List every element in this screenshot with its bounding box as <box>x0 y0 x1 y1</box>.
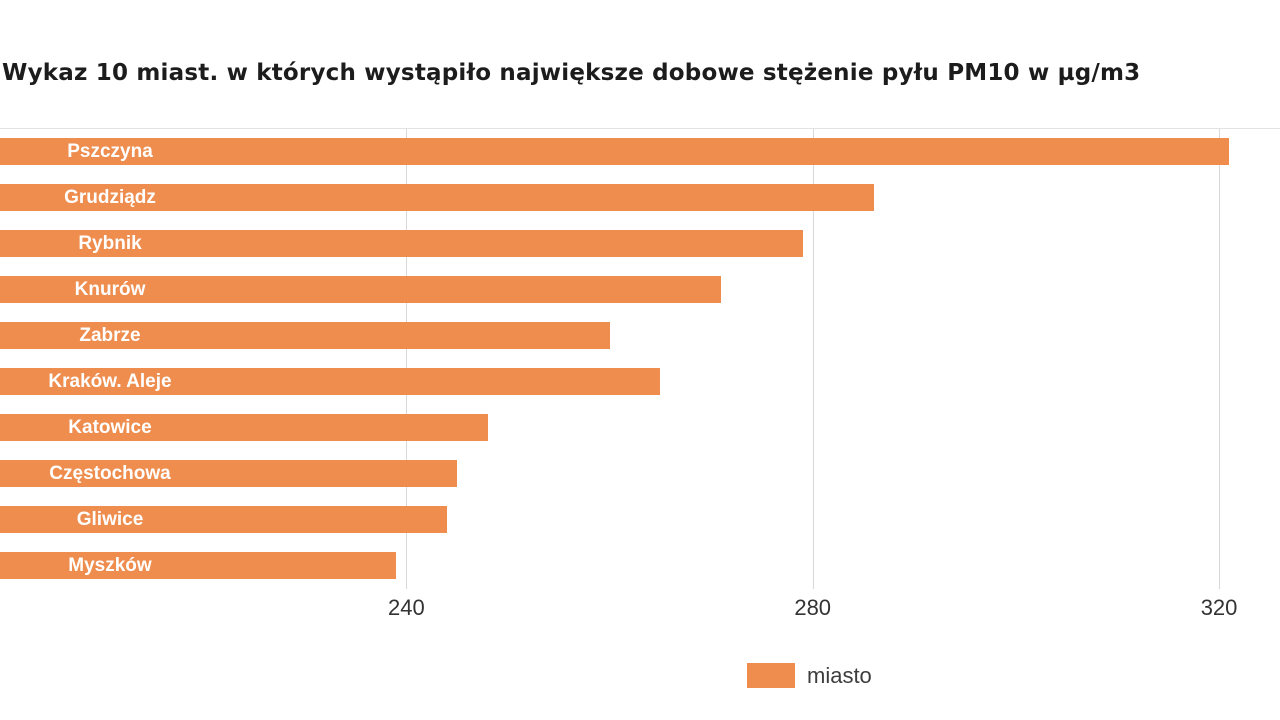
x-axis: 240 280 320 <box>0 589 1280 627</box>
bar-katowice: Katowice <box>0 414 488 442</box>
legend-swatch <box>747 663 795 689</box>
bar-label: Katowice <box>68 416 152 438</box>
bar-row: Myszków <box>0 552 1280 580</box>
plot-area: Pszczyna Grudziądz Rybnik Knurów Zabrze Krakó… <box>0 127 1280 589</box>
bar-gliwice: Gliwice <box>0 506 447 534</box>
bar-row: Zabrze <box>0 322 1280 350</box>
bar-rybnik: Rybnik <box>0 230 803 258</box>
bar-label: Pszczyna <box>67 140 153 162</box>
bar-label: Knurów <box>74 278 146 300</box>
bar-row: Grudziądz <box>0 184 1280 212</box>
bar-label: Kraków. Aleje <box>48 370 172 392</box>
bar-zabrze: Zabrze <box>0 322 610 350</box>
legend-label: miasto <box>807 662 872 688</box>
x-tick-label: 280 <box>794 594 832 620</box>
x-tick-label: 320 <box>1200 594 1238 620</box>
bar-row: Gliwice <box>0 506 1280 534</box>
bar-row: Kraków. Aleje <box>0 368 1280 396</box>
bar-label: Rybnik <box>78 232 142 254</box>
gridline <box>1219 128 1221 589</box>
gridline <box>406 128 408 589</box>
bar-knurów: Knurów <box>0 276 722 304</box>
bar-row: Knurów <box>0 276 1280 304</box>
bar-row: Rybnik <box>0 230 1280 258</box>
chart-title: Wykaz 10 miast. w których wystąpiło najw… <box>2 60 1141 86</box>
bar-label: Myszków <box>68 554 152 576</box>
bar-grudziądz: Grudziądz <box>0 184 874 212</box>
bar-pszczyna: Pszczyna <box>0 138 1230 166</box>
bar-row: Częstochowa <box>0 460 1280 488</box>
bar-row: Katowice <box>0 414 1280 442</box>
bar-myszków: Myszków <box>0 552 397 580</box>
bar-row: Pszczyna <box>0 138 1280 166</box>
bar-rows: Pszczyna Grudziądz Rybnik Knurów Zabrze Krakó… <box>0 129 1280 589</box>
legend: miasto <box>747 663 1280 689</box>
bar-label: Grudziądz <box>64 186 156 208</box>
bar-label: Gliwice <box>76 508 144 530</box>
bar-częstochowa: Częstochowa <box>0 460 458 488</box>
bar-label: Zabrze <box>79 324 141 346</box>
bar-label: Częstochowa <box>49 462 171 484</box>
gridline <box>812 128 814 589</box>
bar-kraków-aleje: Kraków. Aleje <box>0 368 661 396</box>
x-tick-label: 240 <box>387 594 425 620</box>
